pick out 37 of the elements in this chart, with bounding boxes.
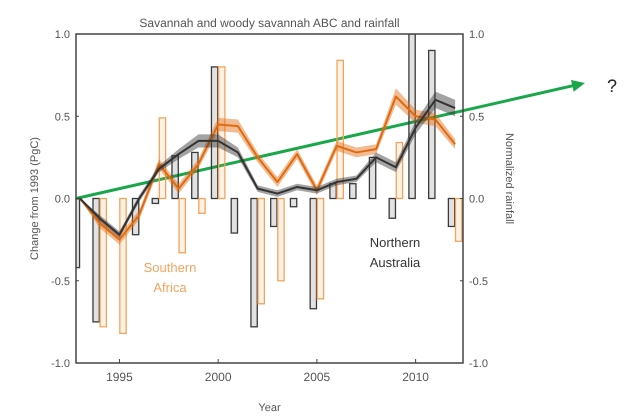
text: ? (606, 76, 618, 96)
x-tick-label: 2010 (402, 370, 430, 384)
x-tick-label: 2005 (304, 370, 331, 384)
y2-axis-title: Normalized rainfall (503, 132, 515, 224)
y2-tick-label: 1.0 (469, 29, 484, 41)
y-tick-label: -0.5 (51, 276, 70, 288)
bar (178, 198, 186, 254)
bar (290, 198, 298, 208)
x-tick-label: 2000 (204, 370, 232, 384)
y2-tick-label: -1.0 (469, 358, 488, 370)
bar (250, 198, 258, 328)
bar (198, 198, 206, 214)
bar (277, 198, 285, 282)
x-tick-label: 1995 (106, 370, 134, 384)
bar (257, 198, 266, 304)
bar (454, 198, 462, 242)
y2-tick-label: 0.0 (469, 194, 484, 206)
bar (119, 198, 127, 334)
y-tick-label: -1.0 (51, 358, 70, 370)
y-tick-label: 1.0 (54, 29, 70, 41)
y2-tick-label: -0.5 (469, 276, 488, 288)
bar (316, 198, 324, 300)
bar (388, 198, 396, 219)
annotation: Southern Africa (144, 260, 196, 295)
x-axis-title: Year (258, 402, 281, 414)
y-axis-title: Change from 1993 (PgC) (29, 137, 41, 260)
annotation: Northern Australia (370, 235, 422, 270)
chart-title: Savannah and woody savannah ABC and rainfall (139, 16, 400, 30)
bar (349, 183, 357, 200)
bar (448, 198, 456, 228)
bar (310, 198, 318, 310)
bar (152, 198, 160, 204)
bar (270, 198, 278, 228)
bar (230, 198, 238, 234)
y2-tick-label: 0.5 (469, 111, 484, 124)
y-tick-label: 0.0 (54, 194, 70, 206)
y-tick-label: 0.5 (54, 111, 70, 124)
